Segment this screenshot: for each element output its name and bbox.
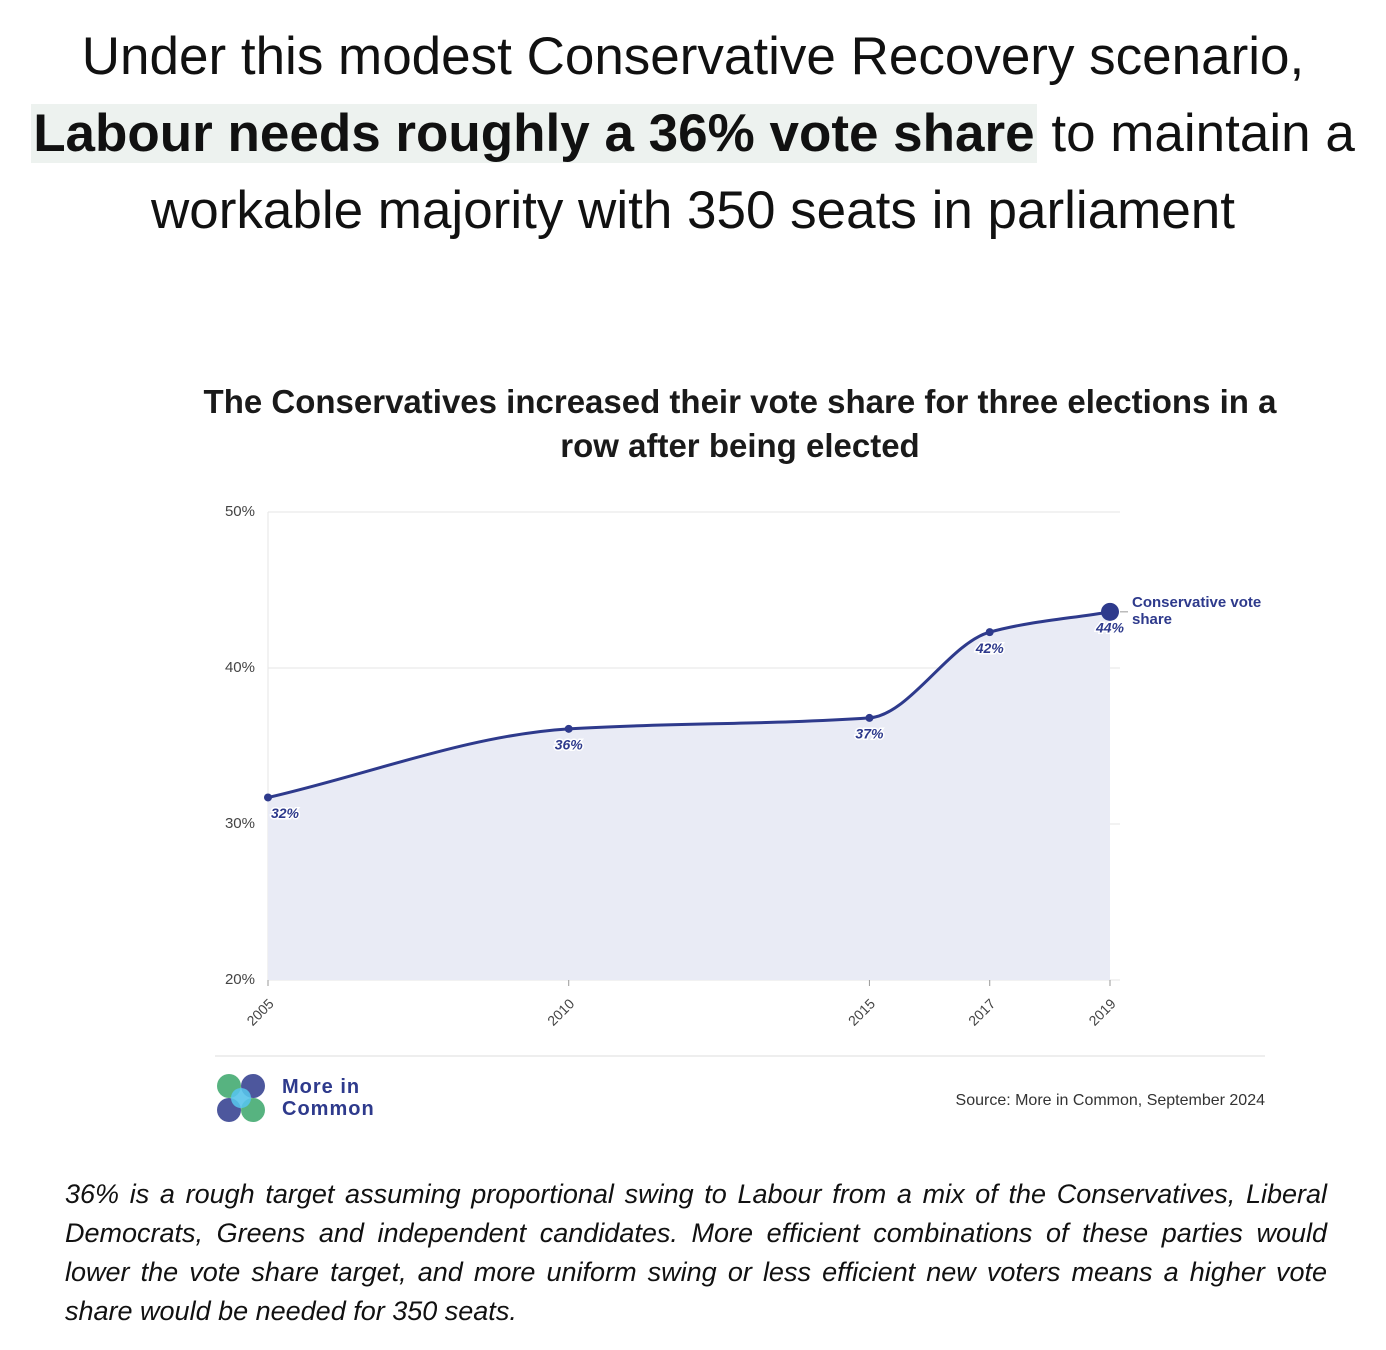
area <box>268 611 1110 980</box>
headline-text: Under this modest Conservative Recovery … <box>81 27 1305 86</box>
series-label-box: Conservative vote share <box>1132 593 1262 628</box>
value-label: 32% <box>271 805 300 821</box>
value-label: 42% <box>975 640 1005 656</box>
point <box>985 628 994 637</box>
x-tick-label: 2005 <box>243 995 276 1028</box>
y-tick-label: 30% <box>225 815 255 832</box>
chart-title: The Conservatives increased their vote s… <box>203 383 1277 464</box>
chart: More in Common Source: More in Common, S… <box>215 503 1266 1122</box>
y-tick-label: 50% <box>225 503 255 520</box>
line <box>267 610 1111 799</box>
source: Source: More in Common, September 2024 <box>956 1092 1266 1109</box>
headline-highlight: Labour needs roughly a 36% vote share <box>31 104 1037 163</box>
footnote: 36% is a rough target assuming proportio… <box>65 1179 1327 1326</box>
value-label: 37% <box>855 726 884 742</box>
y-tick-label: 20% <box>225 971 255 988</box>
logo-text-box: More in Common <box>282 1076 375 1120</box>
x-tick-label: 2019 <box>1085 995 1118 1028</box>
y-tick-label: 40% <box>225 659 255 676</box>
series-label: Conservative vote share <box>1132 593 1262 628</box>
point <box>564 724 573 733</box>
point <box>1101 602 1119 621</box>
logo-text: More in Common <box>282 1076 375 1120</box>
x-tick-label: 2010 <box>544 995 577 1028</box>
logo-mark <box>217 1074 265 1122</box>
x-tick-label: 2015 <box>845 995 878 1028</box>
headline: Under this modest Conservative Recovery … <box>20 18 1366 249</box>
headline-text: to maintain a workable majority with 350… <box>150 104 1355 240</box>
point <box>865 713 874 722</box>
value-label: 44% <box>1095 620 1125 636</box>
x-tick-label: 2017 <box>965 995 998 1028</box>
value-label: 36% <box>555 737 584 753</box>
point <box>264 793 272 802</box>
